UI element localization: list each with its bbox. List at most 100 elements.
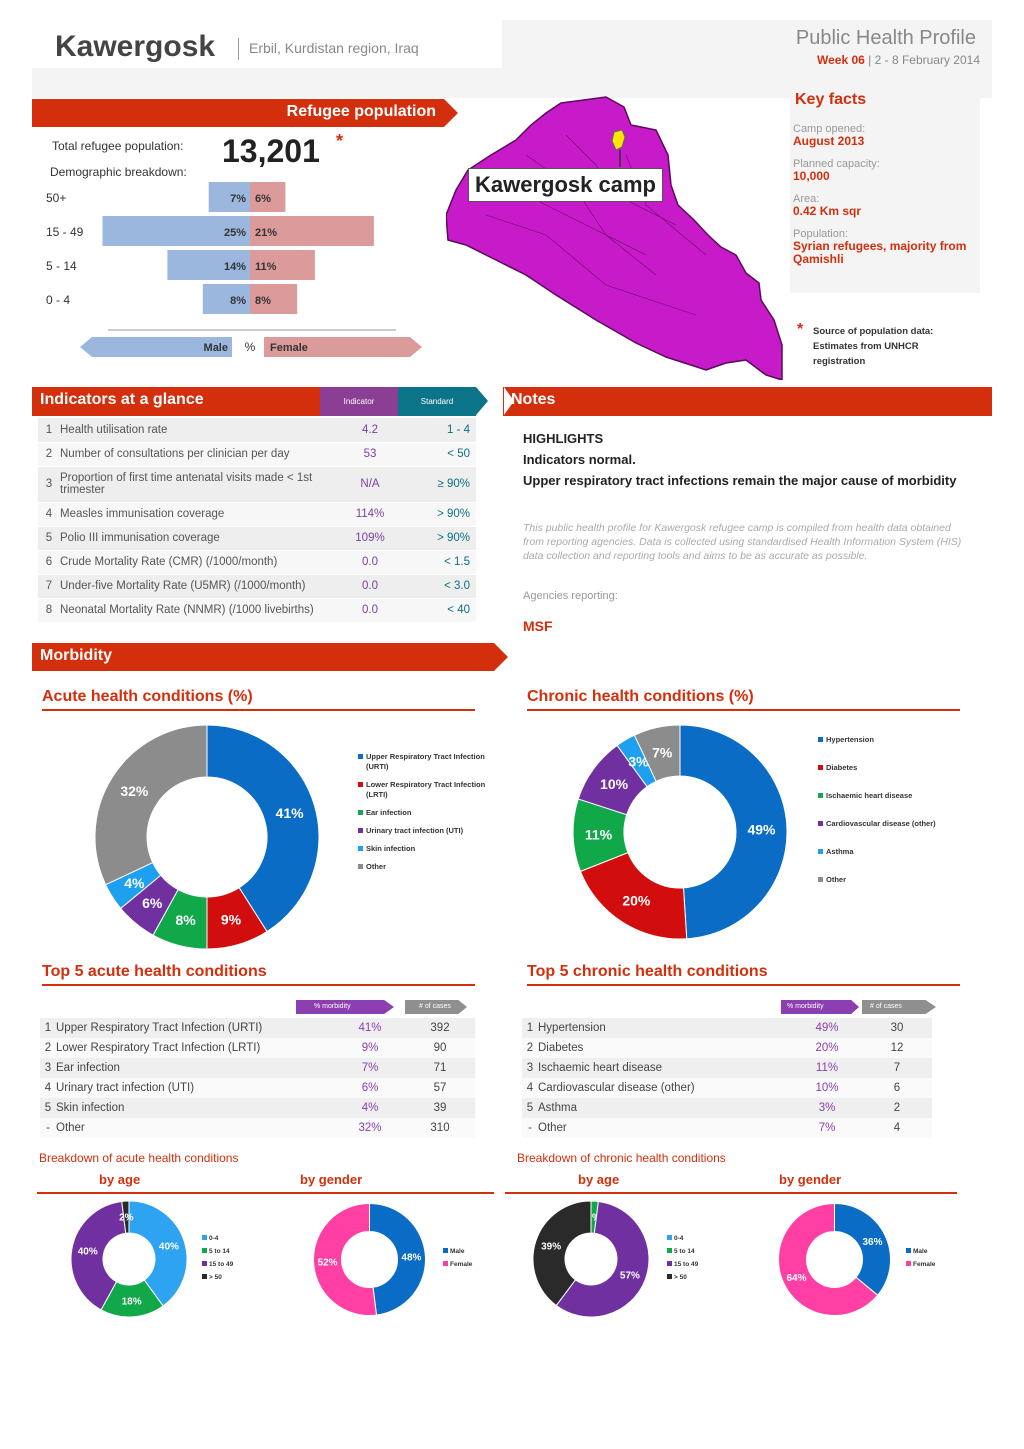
female-pct-label: 11% [255, 261, 277, 273]
legend-swatch [818, 737, 823, 742]
agency-name: MSF [523, 618, 553, 634]
condition-cases: 90 [405, 1038, 475, 1058]
notes-title: Notes [511, 391, 556, 408]
legend-item: 0-4 [202, 1232, 233, 1245]
top5-chronic-table: 1 Hypertension 49% 30 2 Diabetes 20% 12 3 Ischaem… [522, 1018, 932, 1138]
header-title-box [32, 20, 502, 68]
indicator-row: 1 Health utilisation rate 4.2 1 - 4 [38, 418, 476, 443]
condition-cases: 7 [862, 1058, 932, 1078]
condition-row: 1 Upper Respiratory Tract Infection (URTI… [40, 1018, 475, 1038]
male-bar [202, 284, 250, 314]
demo-label: Demographic breakdown: [50, 165, 187, 179]
legend-label: > 50 [674, 1274, 687, 1281]
indicator-row: 8 Neonatal Mortality Rate (NNMR) (/1000 l… [38, 598, 476, 623]
legend-item: Female [443, 1258, 472, 1271]
legend-swatch [358, 864, 363, 869]
condition-row: 1 Hypertension 49% 30 [522, 1018, 932, 1038]
legend-label: Upper Respiratory Tract Infection (URTI) [366, 752, 485, 771]
condition-row: 2 Lower Respiratory Tract Infection (LRTI… [40, 1038, 475, 1058]
indicator-row: 3 Proportion of first time antenatal visi… [38, 466, 476, 503]
breakdown-chronic-title: Breakdown of chronic health conditions [517, 1151, 726, 1165]
legend-swatch [667, 1235, 672, 1240]
legend-label: Urinary tract infection (UTI) [366, 826, 464, 835]
camp-location: Erbil, Kurdistan region, Iraq [249, 40, 419, 56]
indicators-table-wrap: 1 Health utilisation rate 4.2 1 - 4 2 Number … [38, 418, 476, 623]
indicator-number: 2 [38, 442, 60, 467]
slice-label: 32% [120, 783, 149, 799]
title-divider [238, 38, 239, 60]
legend-item: Other [818, 875, 958, 885]
slice-label: 6% [142, 895, 163, 911]
indicator-standard: ≥ 90% [396, 466, 476, 503]
chronic-age-legend: 0-4 5 to 14 15 to 49 > 50 [667, 1232, 698, 1284]
highlights-heading: HIGHLIGHTS [523, 431, 604, 446]
male-bar [167, 250, 250, 280]
indicator-value: 0.0 [344, 598, 396, 623]
condition-row: - Other 32% 310 [40, 1118, 475, 1138]
age-group-label: 50+ [46, 191, 66, 205]
condition-row: 5 Asthma 3% 2 [522, 1098, 932, 1118]
slice-label: 4% [124, 875, 145, 891]
indicator-row: 6 Crude Mortality Rate (CMR) (/1000/month… [38, 550, 476, 575]
indicator-name: Under-five Mortality Rate (U5MR) (/1000/… [60, 574, 344, 599]
donut-slice [369, 1202, 426, 1316]
slice-label: 40% [78, 1247, 98, 1258]
condition-name: Other [56, 1118, 335, 1138]
legend-label: 15 to 49 [674, 1261, 699, 1268]
legend-label: 5 to 14 [209, 1248, 230, 1255]
legend-label: Female [913, 1261, 936, 1268]
key-fact-label: Planned capacity: [793, 158, 880, 170]
condition-pct: 7% [792, 1118, 862, 1138]
slice-label: 2% [586, 1213, 601, 1224]
map-label: Kawergosk camp [475, 172, 656, 197]
legend-label: Female [450, 1261, 473, 1268]
key-fact: Population: Syrian refugees, majority fro… [793, 228, 980, 266]
female-pct-label: 6% [255, 193, 271, 205]
slice-label: 18% [122, 1296, 142, 1307]
morbidity-arrow [494, 643, 508, 671]
indicator-row: 4 Measles immunisation coverage 114% > 90% [38, 502, 476, 527]
legend-label: Asthma [826, 847, 854, 856]
male-arrow [80, 337, 232, 357]
condition-cases: 30 [862, 1018, 932, 1038]
key-fact-label: Area: [793, 193, 820, 205]
slice-label: 3% [628, 754, 649, 770]
pct-axis-label: % [245, 340, 256, 354]
indicator-row: 7 Under-five Mortality Rate (U5MR) (/1000… [38, 574, 476, 599]
donut-slice [778, 1202, 879, 1316]
condition-row: 2 Diabetes 20% 12 [522, 1038, 932, 1058]
indicator-number: 5 [38, 526, 60, 551]
legend-label: Skin infection [366, 844, 416, 853]
indicator-standard: > 90% [396, 502, 476, 527]
slice-label: 36% [862, 1237, 882, 1248]
key-fact: Camp opened: August 2013 [793, 123, 980, 148]
legend-label: 5 to 14 [674, 1248, 695, 1255]
legend-swatch [667, 1248, 672, 1253]
key-fact: Planned capacity: 10,000 [793, 158, 980, 183]
condition-rank: 4 [40, 1078, 56, 1098]
legend-item: Ischaemic heart disease [818, 791, 958, 801]
slice-label: 8% [175, 912, 196, 928]
slice-label: 64% [786, 1273, 806, 1284]
condition-name: Ischaemic heart disease [538, 1058, 792, 1078]
age-group-label: 5 - 14 [46, 259, 77, 273]
slice-label: 41% [276, 805, 305, 821]
condition-pct: 4% [335, 1098, 405, 1118]
key-fact-value: Syrian refugees, majority from Qamishli [793, 239, 967, 266]
age-group-label: 0 - 4 [46, 293, 70, 307]
indicator-standard: < 40 [396, 598, 476, 623]
condition-pct: 32% [335, 1118, 405, 1138]
condition-row: 5 Skin infection 4% 39 [40, 1098, 475, 1118]
legend-item: Male [906, 1245, 935, 1258]
acute-gender-legend: Male Female [443, 1245, 472, 1271]
legend-swatch [358, 754, 363, 759]
legend-label: Male [913, 1248, 928, 1255]
legend-item: Diabetes [818, 763, 958, 773]
refugee-title-arrow [444, 99, 458, 127]
legend-label: Ear infection [366, 808, 412, 817]
slice-label: 57% [620, 1270, 640, 1281]
condition-pct: 10% [792, 1078, 862, 1098]
legend-item: Female [906, 1258, 935, 1271]
morbidity-title-bar: Morbidity [32, 643, 494, 671]
legend-swatch [906, 1248, 911, 1253]
